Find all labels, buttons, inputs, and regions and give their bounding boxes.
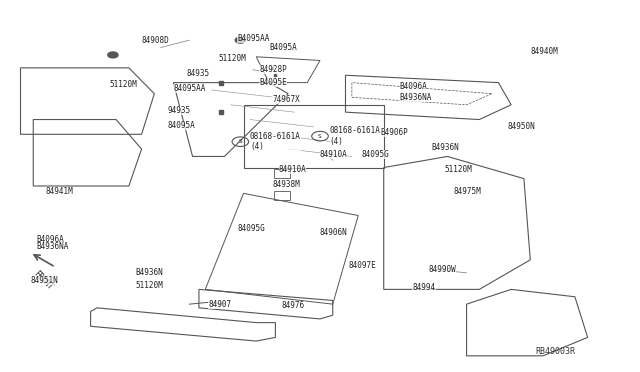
Text: B4936N: B4936N bbox=[431, 143, 460, 152]
Text: B4095E: B4095E bbox=[259, 78, 287, 87]
Text: 84095G: 84095G bbox=[362, 150, 389, 159]
Text: 51120M: 51120M bbox=[218, 54, 246, 63]
Text: 84097E: 84097E bbox=[349, 261, 376, 270]
Text: 51120M: 51120M bbox=[444, 165, 472, 174]
Text: S: S bbox=[318, 134, 322, 139]
Text: B4936N: B4936N bbox=[135, 268, 163, 277]
Text: 84951N: 84951N bbox=[30, 276, 58, 285]
Text: 84910A: 84910A bbox=[278, 165, 307, 174]
Bar bbox=[274, 191, 290, 200]
Text: 84975M: 84975M bbox=[454, 187, 481, 196]
Text: B4936NA: B4936NA bbox=[36, 243, 69, 251]
Text: FRONT: FRONT bbox=[31, 269, 54, 292]
Text: B4906P: B4906P bbox=[381, 128, 408, 137]
Text: 84910A: 84910A bbox=[320, 150, 348, 159]
Text: 84950N: 84950N bbox=[508, 122, 536, 131]
Circle shape bbox=[108, 52, 118, 58]
Text: 84928P: 84928P bbox=[259, 65, 287, 74]
Text: RB49003R: RB49003R bbox=[535, 347, 575, 356]
Text: B4096A: B4096A bbox=[399, 82, 428, 91]
Text: 51120M: 51120M bbox=[109, 80, 138, 89]
Text: 84095A: 84095A bbox=[167, 121, 195, 129]
Text: 84935: 84935 bbox=[186, 69, 209, 78]
Text: 08168-6161A
(4): 08168-6161A (4) bbox=[250, 132, 301, 151]
Text: 74967X: 74967X bbox=[272, 95, 300, 104]
Text: 84938M: 84938M bbox=[272, 180, 300, 189]
Circle shape bbox=[236, 37, 246, 43]
Text: S: S bbox=[239, 139, 242, 144]
Text: 94935: 94935 bbox=[167, 106, 190, 115]
Text: 84976: 84976 bbox=[282, 301, 305, 311]
Text: 84941M: 84941M bbox=[46, 187, 74, 196]
Text: 84095AA: 84095AA bbox=[173, 84, 206, 93]
Text: B4095A: B4095A bbox=[269, 43, 297, 52]
Text: 84940M: 84940M bbox=[531, 47, 558, 56]
Text: 51120M: 51120M bbox=[135, 281, 163, 290]
Text: 84906N: 84906N bbox=[320, 228, 348, 237]
Text: 84095G: 84095G bbox=[237, 224, 265, 233]
Text: B4936NA: B4936NA bbox=[399, 93, 432, 102]
Text: 08168-6161A
(4): 08168-6161A (4) bbox=[330, 126, 380, 146]
Text: 84908D: 84908D bbox=[141, 36, 170, 45]
Text: 84990W: 84990W bbox=[428, 264, 456, 273]
Text: B4096A: B4096A bbox=[36, 235, 64, 244]
Text: B4095AA: B4095AA bbox=[237, 34, 269, 43]
Bar bbox=[274, 169, 290, 178]
Text: 84994: 84994 bbox=[412, 283, 436, 292]
Text: 84907: 84907 bbox=[209, 300, 232, 309]
